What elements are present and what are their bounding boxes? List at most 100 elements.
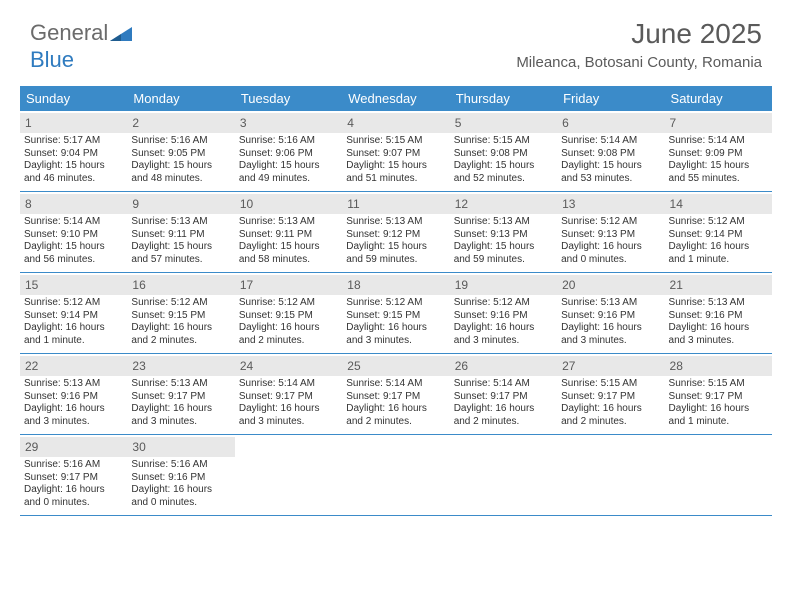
day-cell: 18 Sunrise: 5:12 AMSunset: 9:15 PMDayligh…	[342, 273, 449, 353]
day-details: Sunrise: 5:12 AMSunset: 9:15 PMDaylight:…	[346, 297, 445, 347]
day-number: 28	[670, 359, 683, 373]
day-details: Sunrise: 5:15 AMSunset: 9:08 PMDaylight:…	[454, 135, 553, 185]
day-cell: 7 Sunrise: 5:14 AMSunset: 9:09 PMDaylight…	[665, 111, 772, 191]
day-cell	[235, 435, 342, 515]
day-details: Sunrise: 5:13 AMSunset: 9:16 PMDaylight:…	[669, 297, 768, 347]
day-details: Sunrise: 5:15 AMSunset: 9:17 PMDaylight:…	[669, 378, 768, 428]
day-header: Monday	[127, 86, 234, 111]
day-number: 16	[132, 278, 145, 292]
day-header: Tuesday	[235, 86, 342, 111]
week-row: 29Sunrise: 5:16 AMSunset: 9:17 PMDayligh…	[20, 435, 772, 516]
day-number: 5	[455, 116, 462, 130]
day-cell: 22 Sunrise: 5:13 AMSunset: 9:16 PMDayligh…	[20, 354, 127, 434]
day-number-bar: 5	[450, 113, 557, 133]
day-details: Sunrise: 5:13 AMSunset: 9:13 PMDaylight:…	[454, 216, 553, 266]
day-details: Sunrise: 5:13 AMSunset: 9:11 PMDaylight:…	[239, 216, 338, 266]
brand-logo: General Blue	[30, 20, 132, 73]
day-details: Sunrise: 5:15 AMSunset: 9:17 PMDaylight:…	[561, 378, 660, 428]
day-number-bar: 6	[557, 113, 664, 133]
day-number: 22	[25, 359, 38, 373]
day-number: 7	[670, 116, 677, 130]
day-cell: 16Sunrise: 5:12 AMSunset: 9:15 PMDayligh…	[127, 273, 234, 353]
day-number-bar: 26	[450, 356, 557, 376]
day-cell: 17 Sunrise: 5:12 AMSunset: 9:15 PMDayligh…	[235, 273, 342, 353]
day-cell: 20 Sunrise: 5:13 AMSunset: 9:16 PMDayligh…	[557, 273, 664, 353]
day-header: Saturday	[665, 86, 772, 111]
day-number: 27	[562, 359, 575, 373]
day-cell: 23Sunrise: 5:13 AMSunset: 9:17 PMDayligh…	[127, 354, 234, 434]
day-number: 23	[132, 359, 145, 373]
day-cell: 2Sunrise: 5:16 AMSunset: 9:05 PMDaylight…	[127, 111, 234, 191]
day-number-bar: 22	[20, 356, 127, 376]
day-details: Sunrise: 5:13 AMSunset: 9:16 PMDaylight:…	[24, 378, 123, 428]
day-number-bar: 17	[235, 275, 342, 295]
day-cell: 1Sunrise: 5:17 AMSunset: 9:04 PMDaylight…	[20, 111, 127, 191]
day-number: 9	[132, 197, 139, 211]
day-number: 20	[562, 278, 575, 292]
day-cell: 14Sunrise: 5:12 AMSunset: 9:14 PMDayligh…	[665, 192, 772, 272]
day-number-bar: 15	[20, 275, 127, 295]
day-cell: 12 Sunrise: 5:13 AMSunset: 9:13 PMDayligh…	[450, 192, 557, 272]
day-details: Sunrise: 5:14 AMSunset: 9:17 PMDaylight:…	[239, 378, 338, 428]
month-title: June 2025	[516, 18, 762, 50]
day-cell: 15Sunrise: 5:12 AMSunset: 9:14 PMDayligh…	[20, 273, 127, 353]
day-number-bar: 25	[342, 356, 449, 376]
day-header: Thursday	[450, 86, 557, 111]
day-cell: 13Sunrise: 5:12 AMSunset: 9:13 PMDayligh…	[557, 192, 664, 272]
day-number-bar: 21	[665, 275, 772, 295]
day-number-bar: 2	[127, 113, 234, 133]
day-number: 18	[347, 278, 360, 292]
day-details: Sunrise: 5:14 AMSunset: 9:17 PMDaylight:…	[346, 378, 445, 428]
day-details: Sunrise: 5:12 AMSunset: 9:16 PMDaylight:…	[454, 297, 553, 347]
day-details: Sunrise: 5:16 AMSunset: 9:16 PMDaylight:…	[131, 459, 230, 509]
day-cell: 6Sunrise: 5:14 AMSunset: 9:08 PMDaylight…	[557, 111, 664, 191]
brand-triangle-icon	[110, 21, 132, 47]
day-number-bar: 14	[665, 194, 772, 214]
day-number-bar: 29	[20, 437, 127, 457]
day-cell	[557, 435, 664, 515]
day-cell: 26Sunrise: 5:14 AMSunset: 9:17 PMDayligh…	[450, 354, 557, 434]
day-number-bar: 24	[235, 356, 342, 376]
day-details: Sunrise: 5:16 AMSunset: 9:05 PMDaylight:…	[131, 135, 230, 185]
day-number: 26	[455, 359, 468, 373]
day-number-bar: 27	[557, 356, 664, 376]
day-cell: 27 Sunrise: 5:15 AMSunset: 9:17 PMDayligh…	[557, 354, 664, 434]
day-number: 1	[25, 116, 32, 130]
day-cell: 25 Sunrise: 5:14 AMSunset: 9:17 PMDayligh…	[342, 354, 449, 434]
day-details: Sunrise: 5:13 AMSunset: 9:12 PMDaylight:…	[346, 216, 445, 266]
day-cell: 19Sunrise: 5:12 AMSunset: 9:16 PMDayligh…	[450, 273, 557, 353]
day-number: 30	[132, 440, 145, 454]
day-number-bar: 4	[342, 113, 449, 133]
day-number: 17	[240, 278, 253, 292]
day-number: 12	[455, 197, 468, 211]
day-cell: 8Sunrise: 5:14 AMSunset: 9:10 PMDaylight…	[20, 192, 127, 272]
day-headers-row: SundayMondayTuesdayWednesdayThursdayFrid…	[20, 86, 772, 111]
day-header: Sunday	[20, 86, 127, 111]
day-details: Sunrise: 5:13 AMSunset: 9:16 PMDaylight:…	[561, 297, 660, 347]
day-details: Sunrise: 5:14 AMSunset: 9:10 PMDaylight:…	[24, 216, 123, 266]
day-cell: 4Sunrise: 5:15 AMSunset: 9:07 PMDaylight…	[342, 111, 449, 191]
brand-part1: General	[30, 20, 108, 45]
day-details: Sunrise: 5:16 AMSunset: 9:06 PMDaylight:…	[239, 135, 338, 185]
day-details: Sunrise: 5:12 AMSunset: 9:13 PMDaylight:…	[561, 216, 660, 266]
day-number: 6	[562, 116, 569, 130]
day-details: Sunrise: 5:14 AMSunset: 9:09 PMDaylight:…	[669, 135, 768, 185]
week-row: 1Sunrise: 5:17 AMSunset: 9:04 PMDaylight…	[20, 111, 772, 192]
day-details: Sunrise: 5:12 AMSunset: 9:15 PMDaylight:…	[239, 297, 338, 347]
day-cell: 29Sunrise: 5:16 AMSunset: 9:17 PMDayligh…	[20, 435, 127, 515]
day-number-bar: 13	[557, 194, 664, 214]
day-number-bar: 28	[665, 356, 772, 376]
day-cell: 21 Sunrise: 5:13 AMSunset: 9:16 PMDayligh…	[665, 273, 772, 353]
location-text: Mileanca, Botosani County, Romania	[516, 54, 762, 71]
day-cell: 30 Sunrise: 5:16 AMSunset: 9:16 PMDayligh…	[127, 435, 234, 515]
day-number-bar: 19	[450, 275, 557, 295]
day-number: 14	[670, 197, 683, 211]
day-number: 25	[347, 359, 360, 373]
day-cell	[665, 435, 772, 515]
day-cell: 9Sunrise: 5:13 AMSunset: 9:11 PMDaylight…	[127, 192, 234, 272]
day-cell: 5 Sunrise: 5:15 AMSunset: 9:08 PMDaylight…	[450, 111, 557, 191]
day-number: 21	[670, 278, 683, 292]
day-cell: 3 Sunrise: 5:16 AMSunset: 9:06 PMDaylight…	[235, 111, 342, 191]
day-number: 10	[240, 197, 253, 211]
day-number: 3	[240, 116, 247, 130]
